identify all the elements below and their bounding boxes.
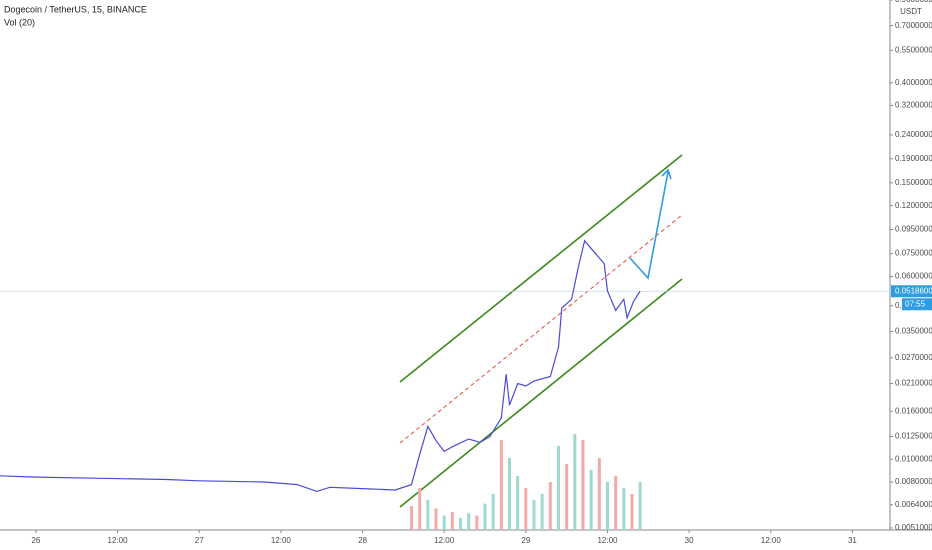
volume-bar xyxy=(434,508,438,530)
volume-bar xyxy=(540,494,544,530)
x-tick-label: 27 xyxy=(195,536,204,545)
volume-bar xyxy=(467,513,471,530)
last-price-box xyxy=(891,285,932,298)
volume-bar xyxy=(499,440,503,530)
volume-bar xyxy=(573,434,577,530)
x-tick-label: 31 xyxy=(848,536,857,545)
volume-bar xyxy=(426,500,430,530)
volume-bar xyxy=(491,494,495,530)
y-tick-label: 0.1200000 xyxy=(895,201,932,210)
unit-label: USDT xyxy=(900,7,922,16)
x-tick-label: 12:00 xyxy=(597,536,618,545)
y-tick-label: 0.3200000 xyxy=(895,101,932,110)
arrow-head xyxy=(661,168,672,180)
y-tick-label: 0.0350000 xyxy=(895,327,932,336)
channel-line xyxy=(399,154,683,383)
y-tick-label: 0.0600000 xyxy=(895,271,932,280)
volume-bar xyxy=(597,458,601,530)
y-tick-label: 0.0750000 xyxy=(895,249,932,258)
x-tick-label: 29 xyxy=(521,536,530,545)
y-tick-label: 0.5500000 xyxy=(895,45,932,54)
channel-line xyxy=(399,278,683,508)
volume-bar xyxy=(589,470,593,530)
volume-bar xyxy=(630,494,634,530)
y-tick-label: 0.1900000 xyxy=(895,154,932,163)
volume-bar xyxy=(605,482,609,530)
x-tick-label: 28 xyxy=(358,536,367,545)
volume-bar xyxy=(508,458,512,530)
indicator-label: Vol (20) xyxy=(4,17,35,27)
y-tick-label: 0.0080000 xyxy=(895,477,932,486)
y-tick-label: 0.0125000 xyxy=(895,432,932,441)
volume-bar xyxy=(532,500,536,530)
y-tick-label: 0.0051000 xyxy=(895,523,932,532)
y-tick-label: 0.2400000 xyxy=(895,130,932,139)
volume-bar xyxy=(516,476,520,530)
y-tick-label: 0.7000000 xyxy=(895,21,932,30)
last-price-label: 0.0518600 xyxy=(895,286,932,295)
channel-midline xyxy=(399,214,683,444)
countdown-label: 07:55 xyxy=(905,299,926,308)
volume-bar xyxy=(410,506,414,530)
y-tick-label: 0.0160000 xyxy=(895,406,932,415)
price-line xyxy=(0,239,641,493)
x-tick-label: 12:00 xyxy=(434,536,455,545)
x-tick-label: 26 xyxy=(31,536,40,545)
volume-bar xyxy=(475,515,479,530)
x-tick-label: 12:00 xyxy=(108,536,129,545)
chart-title: Dogecoin / TetherUS, 15, BINANCE xyxy=(4,4,147,14)
volume-bar xyxy=(556,446,560,530)
x-tick-label: 12:00 xyxy=(761,536,782,545)
x-tick-label: 30 xyxy=(685,536,694,545)
volume-bar xyxy=(638,482,642,530)
volume-bar xyxy=(483,503,487,530)
volume-bar xyxy=(581,440,585,530)
y-tick-label: 0.1500000 xyxy=(895,178,932,187)
volume-bar xyxy=(565,464,569,530)
y-tick-label: 0.0950000 xyxy=(895,225,932,234)
y-tick-label: 0.0270000 xyxy=(895,353,932,362)
y-tick-label: 0.0064000 xyxy=(895,500,932,509)
projection-arrow xyxy=(629,171,669,280)
volume-bar xyxy=(622,488,626,530)
x-tick-label: 12:00 xyxy=(271,536,292,545)
y-tick-label: 0.0210000 xyxy=(895,379,932,388)
volume-bar xyxy=(442,515,446,530)
volume-bar xyxy=(459,518,463,530)
countdown-box xyxy=(902,298,932,311)
y-tick-label: 0.4000000 xyxy=(895,78,932,87)
volume-bar xyxy=(548,482,552,530)
y-tick-label: 0.0100000 xyxy=(895,454,932,463)
volume-bar xyxy=(418,488,422,530)
volume-bar xyxy=(524,488,528,530)
volume-bar xyxy=(614,476,618,530)
volume-bar xyxy=(450,512,454,530)
